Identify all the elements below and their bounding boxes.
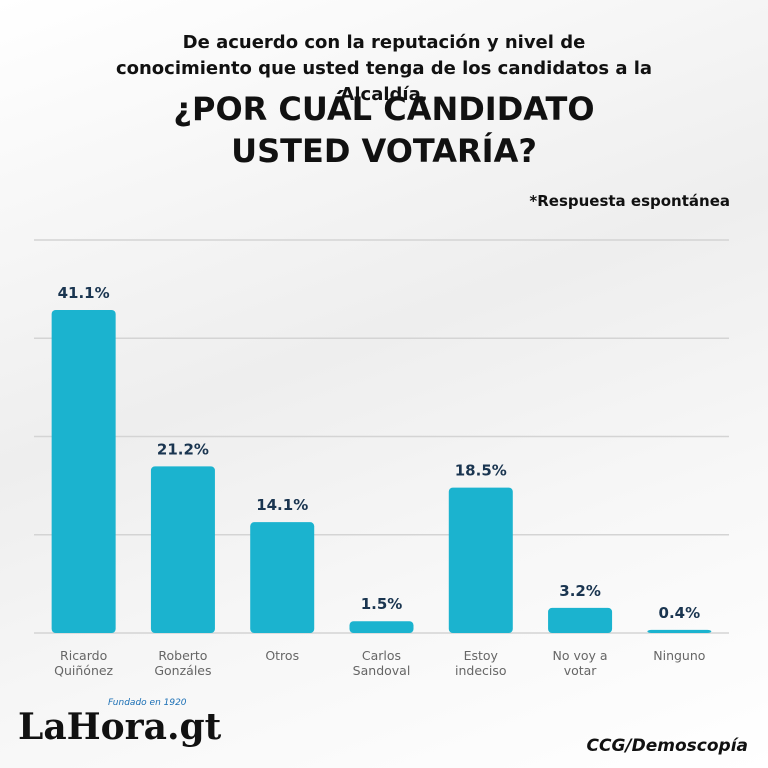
x-tick-label: Carlos Sandoval <box>352 648 411 678</box>
source: CCG/Demoscopía <box>586 736 749 756</box>
bar <box>448 487 513 633</box>
data-label: 3.2% <box>559 582 601 600</box>
data-label: 14.1% <box>256 496 308 514</box>
data-label: 1.5% <box>361 595 403 613</box>
note: *Respuesta espontánea <box>529 192 730 210</box>
x-tick-label: Ricardo Quiñónez <box>54 648 114 678</box>
bar <box>150 466 215 633</box>
subtitle: De acuerdo con la reputación y nivel de … <box>115 32 653 105</box>
x-tick-label: No voy a votar <box>552 648 608 678</box>
chart-title: ¿POR CUÁL CANDIDATO USTED VOTARÍA? <box>173 90 595 170</box>
x-tick-label: Ninguno <box>653 648 706 663</box>
data-label: 18.5% <box>455 462 507 480</box>
bar <box>647 629 712 633</box>
data-label: 0.4% <box>659 604 701 622</box>
x-tick-label: Otros <box>265 648 300 663</box>
x-tick-label: Estoy indeciso <box>455 648 507 678</box>
data-label: 41.1% <box>58 284 110 302</box>
x-tick-label: Roberto Gonzáles <box>154 648 212 678</box>
logo: LaHora.gt <box>18 706 222 748</box>
bar <box>548 607 613 633</box>
bar <box>250 522 315 633</box>
logo-tagline: Fundado en 1920 <box>108 698 187 708</box>
bar <box>51 309 116 633</box>
data-label: 21.2% <box>157 440 209 458</box>
bar <box>349 621 414 633</box>
